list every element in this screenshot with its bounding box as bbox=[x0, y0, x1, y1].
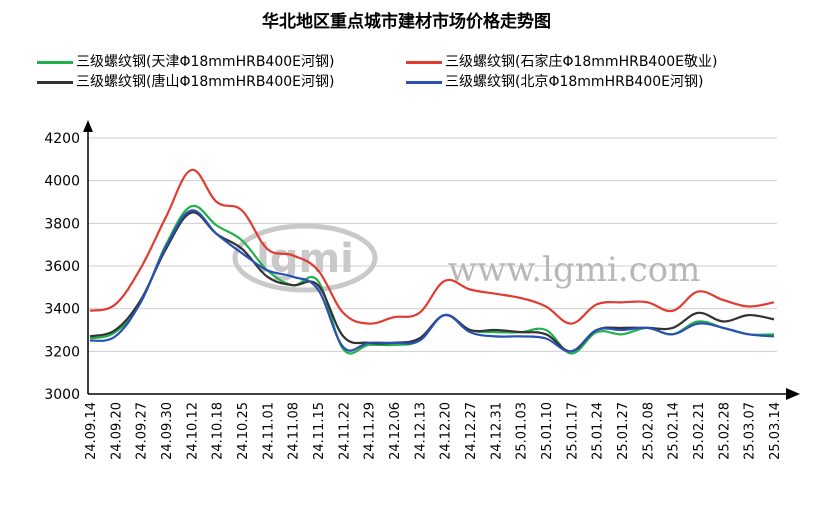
axes bbox=[83, 120, 800, 400]
x-tick-label: 24.11.15 bbox=[312, 402, 327, 460]
x-tick-label: 24.11.08 bbox=[287, 402, 302, 460]
watermark-logo-text: lgmi bbox=[256, 236, 354, 282]
x-tick-label: 24.10.18 bbox=[211, 402, 226, 460]
y-tick-label: 3000 bbox=[44, 387, 80, 403]
x-tick-label: 25.01.27 bbox=[616, 402, 631, 460]
y-tick-label: 3600 bbox=[44, 259, 80, 275]
watermark-url: www.lgmi.com bbox=[448, 250, 700, 290]
x-tick-label: 24.09.20 bbox=[109, 402, 124, 460]
legend-swatch-beijing bbox=[406, 80, 442, 84]
y-tick-labels: 3000 3200 3400 3600 3800 4000 4200 bbox=[44, 131, 80, 403]
series-line-shijiazhuang bbox=[89, 168, 775, 325]
x-tick-label: 24.12.06 bbox=[388, 402, 403, 460]
legend-swatch-shijiazhuang bbox=[406, 60, 442, 64]
legend-label-tianjin: 三级螺纹钢(天津Φ18mmHRB400E河钢) bbox=[76, 54, 335, 70]
legend-label-tangshan: 三级螺纹钢(唐山Φ18mmHRB400E河钢) bbox=[76, 74, 335, 90]
x-tick-label: 25.03.07 bbox=[743, 402, 758, 460]
x-tick-label: 24.12.27 bbox=[464, 402, 479, 460]
x-tick-label: 25.02.14 bbox=[667, 402, 682, 460]
x-tick-label: 24.12.13 bbox=[413, 402, 428, 460]
legend-item-tianjin: 三级螺纹钢(天津Φ18mmHRB400E河钢) bbox=[37, 53, 334, 71]
y-tick-label: 4200 bbox=[44, 131, 80, 147]
series-line-beijing bbox=[89, 209, 775, 353]
x-tick-label: 25.01.03 bbox=[515, 402, 530, 460]
chart-title: 华北地区重点城市建材市场价格走势图 bbox=[262, 12, 551, 32]
y-tick-label: 3800 bbox=[44, 216, 80, 232]
x-tick-label: 25.02.28 bbox=[717, 402, 732, 460]
x-tick-label: 24.11.01 bbox=[261, 402, 276, 460]
y-axis-arrow bbox=[83, 120, 93, 132]
legend-item-tangshan: 三级螺纹钢(唐山Φ18mmHRB400E河钢) bbox=[37, 73, 334, 91]
x-tick-label: 25.01.17 bbox=[565, 402, 580, 460]
x-tick-label: 25.02.08 bbox=[641, 402, 656, 460]
y-tick-label: 4000 bbox=[44, 174, 80, 190]
x-tick-label: 24.10.12 bbox=[185, 402, 200, 460]
x-tick-label: 25.01.10 bbox=[540, 402, 555, 460]
x-tick-labels: 24.09.14 24.09.20 24.09.27 24.09.30 24.10.12… bbox=[84, 402, 783, 460]
legend-item-shijiazhuang: 三级螺纹钢(石家庄Φ18mmHRB400E敬业) bbox=[406, 53, 717, 71]
legend-label-shijiazhuang: 三级螺纹钢(石家庄Φ18mmHRB400E敬业) bbox=[445, 54, 718, 70]
x-tick-label: 25.03.14 bbox=[768, 402, 783, 460]
series-lines bbox=[89, 168, 775, 355]
x-tick-label: 24.12.31 bbox=[489, 402, 504, 460]
y-tick-label: 3200 bbox=[44, 344, 80, 360]
watermark: lgmi www.lgmi.com bbox=[232, 223, 700, 293]
x-axis-arrow bbox=[786, 388, 800, 400]
watermark-logo-ring bbox=[232, 223, 378, 293]
x-tick-label: 25.01.24 bbox=[591, 402, 606, 460]
y-tick-label: 3400 bbox=[44, 302, 80, 318]
legend-swatch-tangshan bbox=[37, 80, 73, 84]
legend-swatch-tianjin bbox=[37, 60, 73, 64]
x-tick-label: 25.02.21 bbox=[692, 402, 707, 460]
x-tick-label: 24.11.29 bbox=[363, 402, 378, 460]
x-tick-label: 24.11.22 bbox=[337, 402, 352, 460]
x-tick-label: 24.09.27 bbox=[135, 402, 150, 460]
x-tick-label: 24.12.20 bbox=[439, 402, 454, 460]
x-tick-label: 24.10.25 bbox=[236, 402, 251, 460]
x-tick-label: 24.09.14 bbox=[84, 402, 99, 460]
x-tick-label: 24.09.30 bbox=[160, 402, 175, 460]
legend-label-beijing: 三级螺纹钢(北京Φ18mmHRB400E河钢) bbox=[445, 74, 704, 90]
legend-item-beijing: 三级螺纹钢(北京Φ18mmHRB400E河钢) bbox=[406, 73, 703, 91]
